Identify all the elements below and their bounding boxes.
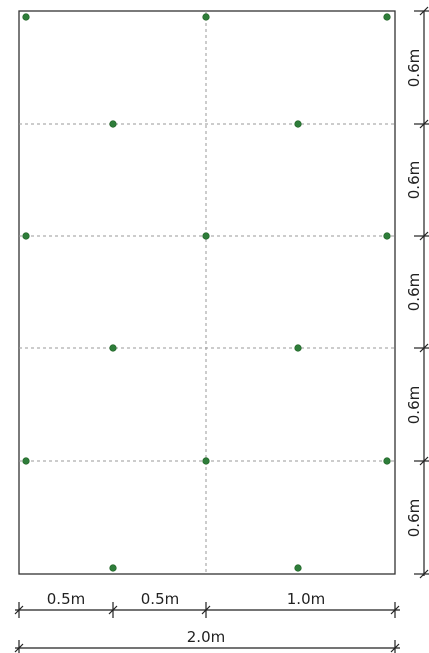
total-width-label: 2.0m: [187, 628, 225, 646]
plant-dot: [383, 232, 391, 240]
plant-dot: [294, 344, 302, 352]
vertical-dimension-label-1: 0.6m: [405, 49, 423, 87]
vertical-dimension-label-2: 0.6m: [405, 161, 423, 199]
plot-outline: [18, 10, 396, 575]
bottom-dimension-label-1: 0.5m: [47, 590, 85, 608]
dimension-tick: [201, 605, 211, 615]
bottom-segment-dimension-line: [14, 602, 400, 618]
dimension-tick: [14, 643, 24, 653]
vertical-dimension-label-3: 0.6m: [405, 273, 423, 311]
bottom-total-dimension-line: [14, 640, 400, 653]
dimension-tick: [390, 643, 400, 653]
plant-dot: [22, 13, 30, 21]
plant-dot: [383, 457, 391, 465]
dimension-tick: [108, 605, 118, 615]
plant-dot: [109, 564, 117, 572]
plant-dot: [202, 457, 210, 465]
right-dimension-line: [414, 6, 429, 579]
plant-dot: [202, 232, 210, 240]
vertical-dimension-label-4: 0.6m: [405, 386, 423, 424]
plant-dot: [383, 13, 391, 21]
plant-dot: [22, 457, 30, 465]
plant-dot: [22, 232, 30, 240]
plant-dot: [202, 13, 210, 21]
dimension-tick: [14, 605, 24, 615]
bottom-dimension-label-2: 0.5m: [141, 590, 179, 608]
horizontal-grid-lines: [19, 123, 395, 462]
dimension-tick: [390, 605, 400, 615]
plant-dot: [109, 344, 117, 352]
plant-dot: [109, 120, 117, 128]
bottom-dimension-label-3: 1.0m: [287, 590, 325, 608]
plant-dot: [294, 564, 302, 572]
vertical-dimension-label-5: 0.6m: [405, 499, 423, 537]
plant-dots: [22, 13, 391, 572]
plant-dot: [294, 120, 302, 128]
